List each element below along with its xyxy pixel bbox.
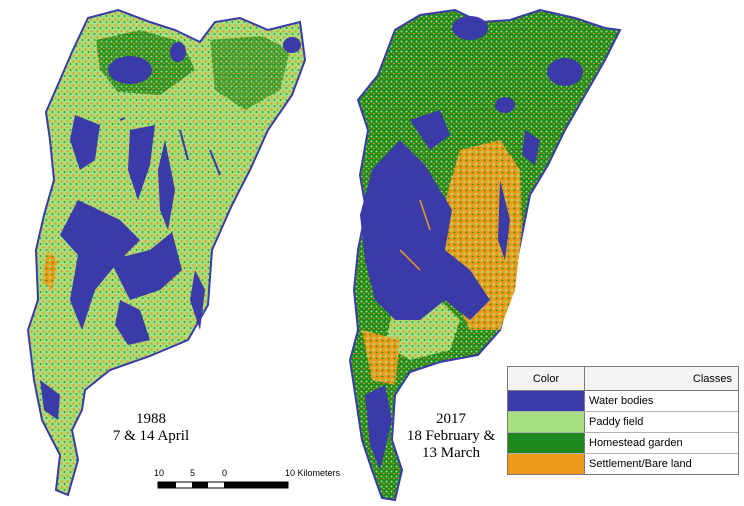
- legend-header-color: Color: [508, 367, 585, 390]
- legend-label-paddy: Paddy field: [589, 416, 644, 428]
- scale-tick-5: 5: [190, 468, 196, 478]
- caption-2017-dates-line1: 18 February &: [406, 428, 496, 444]
- scale-tick-10-left: 10: [154, 468, 165, 478]
- scale-bar: 10 5 0 10 Kilometers: [150, 468, 360, 498]
- map-2017: [348, 8, 622, 502]
- legend-row-water: Water bodies: [508, 391, 738, 412]
- legend-row-settlement: Settlement/Bare land: [508, 454, 738, 474]
- legend-swatch-water: [508, 391, 585, 411]
- map-1988: [26, 8, 307, 497]
- caption-1988-dates: 7 & 14 April: [112, 428, 190, 444]
- legend-header-classes: Classes: [692, 372, 732, 385]
- legend-label-settlement: Settlement/Bare land: [589, 458, 692, 470]
- scale-tick-0: 0: [222, 468, 228, 478]
- legend-header: Color Classes: [508, 367, 738, 391]
- legend-label-homestead: Homestead garden: [589, 437, 683, 449]
- legend-row-paddy: Paddy field: [508, 412, 738, 433]
- caption-1988: 1988 7 & 14 April: [96, 411, 206, 445]
- caption-1988-year: 1988: [136, 411, 166, 427]
- legend-row-homestead: Homestead garden: [508, 433, 738, 454]
- legend-swatch-homestead: [508, 433, 585, 453]
- legend-label-water: Water bodies: [589, 395, 654, 407]
- legend-swatch-paddy: [508, 412, 585, 432]
- scale-bar-graphic: [157, 481, 289, 489]
- map-2017-large-water: [360, 140, 490, 320]
- legend: Color Classes Water bodies Paddy field H…: [507, 366, 739, 475]
- caption-2017-year: 2017: [436, 411, 466, 427]
- legend-swatch-settlement: [508, 454, 585, 474]
- caption-2017: 2017 18 February & 13 March: [400, 411, 502, 462]
- caption-2017-dates-line2: 13 March: [422, 445, 480, 461]
- scale-tick-10-km: 10 Kilometers: [285, 468, 341, 478]
